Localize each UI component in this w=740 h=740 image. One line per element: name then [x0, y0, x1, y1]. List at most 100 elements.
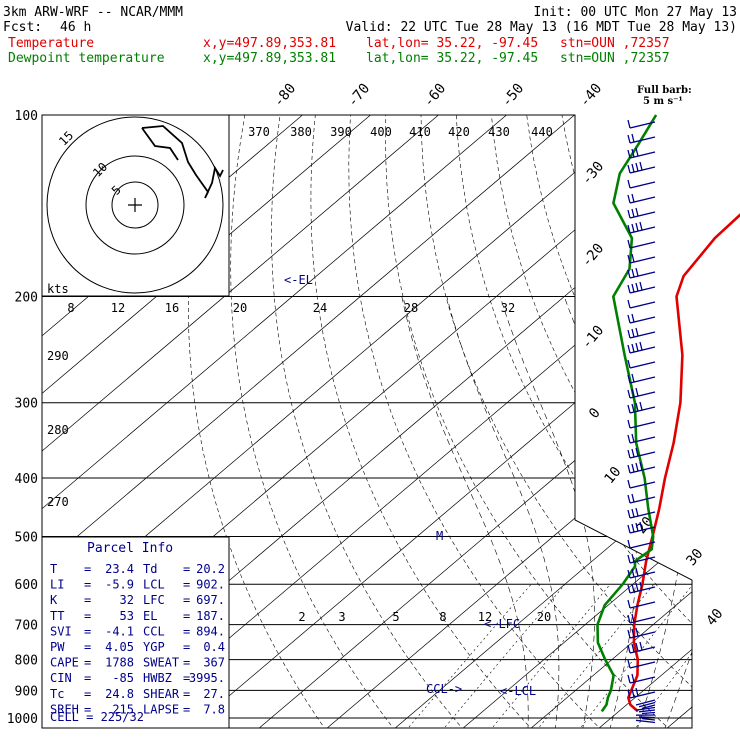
wind-barb-icon — [627, 687, 656, 699]
wind-barb-icon — [627, 133, 656, 144]
parcel-field-value: 367 — [203, 656, 225, 670]
moist-adiabat — [636, 296, 687, 728]
wind-barb-icon — [627, 627, 656, 639]
temperature-label: -70 — [345, 81, 374, 111]
isotherm — [42, 115, 439, 728]
theta-label: 410 — [409, 125, 431, 139]
pressure-label: 400 — [15, 472, 38, 487]
parcel-field-value: -5.9 — [105, 578, 134, 592]
parcel-field-name: SVI — [50, 624, 72, 638]
mixing-ratio-line — [405, 584, 532, 728]
mixing-ratio-line — [441, 584, 566, 728]
temperature-label: -20 — [579, 241, 608, 271]
theta-label: 380 — [290, 125, 312, 139]
dry-adiabat — [385, 115, 672, 728]
temperature-label: -50 — [499, 81, 528, 111]
pressure-label: 100 — [15, 109, 38, 124]
dry-adiabat — [230, 115, 396, 728]
parcel-field-name: Tc — [50, 687, 64, 701]
wind-barb-icon — [627, 387, 656, 399]
wind-barb-icon — [638, 709, 656, 713]
parcel-field-name: SHEAR — [143, 687, 180, 701]
wind-barb-icon — [627, 673, 656, 684]
isotherm — [394, 115, 692, 728]
parcel-field-name: SWEAT — [143, 656, 179, 670]
dry-adiabat — [188, 115, 327, 728]
parcel-field-name: SREH — [50, 702, 79, 716]
hodograph-center-icon — [128, 198, 142, 212]
parcel-field-value: 24.8 — [105, 687, 134, 701]
speed-tick: 12 — [111, 301, 125, 315]
pressure-label: 600 — [15, 578, 38, 593]
dewpoint-station: stn=OUN ,72357 — [560, 51, 670, 66]
mixing-ratio-label: 12 — [478, 610, 492, 624]
hodograph-trace — [141, 125, 224, 199]
wind-barb-icon — [641, 717, 656, 721]
dewpoint-latlon: lat,lon= 35.22, -97.45 — [366, 51, 538, 66]
parcel-info-panel: Parcel Info T = 23.4 Td = 20.2 LI = -5.9 LCL = 902.… — [41, 536, 230, 729]
mixing-ratio-label: 5 — [392, 610, 399, 624]
parcel-field-eq: = — [183, 578, 190, 592]
hodograph: 5 10 15 kts — [41, 114, 230, 297]
wind-barb-icon — [627, 253, 656, 264]
valid-time: Valid: 22 UTC Tue 28 May 13 (16 MDT Tue … — [346, 20, 737, 35]
mixing-ratio-line — [536, 584, 655, 728]
wind-barb-icon — [627, 521, 656, 534]
wind-barb-icon — [627, 359, 656, 369]
isotherm — [190, 115, 692, 728]
theta-label: 370 — [248, 125, 270, 139]
wind-barb-icon — [627, 507, 656, 519]
moist-adiabat — [446, 296, 560, 728]
wind-barb-icon — [638, 716, 656, 719]
parcel-field-name: CIN — [50, 671, 72, 685]
parcel-field-value: 20.2 — [196, 562, 225, 576]
temperature-label: -10 — [579, 323, 608, 353]
parcel-field-eq: = — [183, 624, 190, 638]
mixing-ratio-label: 8 — [439, 610, 446, 624]
lfc-marker: <-LFC — [484, 617, 520, 631]
parcel-field-value: 187. — [196, 609, 225, 623]
dry-adiabat — [596, 115, 692, 728]
parcel-field-name: LCL — [143, 578, 165, 592]
parcel-field-value: 902. — [196, 578, 225, 592]
temperature-label: -80 — [271, 81, 300, 111]
theta-label: 420 — [448, 125, 470, 139]
mixing-ratio-line — [489, 584, 611, 728]
wind-barb-icon — [627, 281, 656, 294]
mixing-ratio-label: 20 — [537, 610, 551, 624]
isotherm — [42, 115, 575, 728]
temperature-legend: Temperature — [8, 36, 94, 51]
parcel-field-value: 4.05 — [105, 640, 134, 654]
dry-adiabat — [491, 115, 692, 728]
dewpoint-profile — [596, 114, 658, 713]
pressure-label: 500 — [15, 530, 38, 545]
wind-barb-icon — [627, 147, 656, 159]
parcel-field-eq: = — [183, 609, 190, 623]
theta-e-label: 290 — [47, 349, 69, 363]
parcel-field-eq: = — [84, 656, 91, 670]
theta-e-label: 280 — [47, 423, 69, 437]
parcel-field-eq: = — [84, 640, 91, 654]
lcl-marker: <-LCL — [500, 684, 536, 698]
wind-barb-icon — [627, 193, 656, 204]
parcel-cell: CELL = 225/32 — [50, 710, 144, 724]
speed-tick: 16 — [165, 301, 179, 315]
parcel-field-eq: = — [84, 687, 91, 701]
wind-barb-icon — [635, 706, 656, 711]
isotherm — [122, 115, 692, 728]
parcel-field-value: 27. — [203, 687, 225, 701]
mixing-ratio-line — [578, 584, 692, 728]
parcel-field-eq: = — [84, 593, 91, 607]
theta-e-label: 270 — [47, 495, 69, 509]
parcel-field-value: 23.4 — [105, 562, 134, 576]
wind-barb-icon — [627, 313, 656, 324]
parcel-field-name: LAPSE — [143, 702, 179, 716]
wind-barb-icon — [627, 479, 656, 489]
dry-adiabat — [667, 115, 692, 728]
parcel-field-name: K — [50, 593, 58, 607]
hodograph-ring-10 — [85, 155, 185, 255]
dry-adiabat — [703, 115, 740, 731]
m-marker: M — [436, 529, 443, 543]
wind-barb-icon — [627, 599, 656, 609]
